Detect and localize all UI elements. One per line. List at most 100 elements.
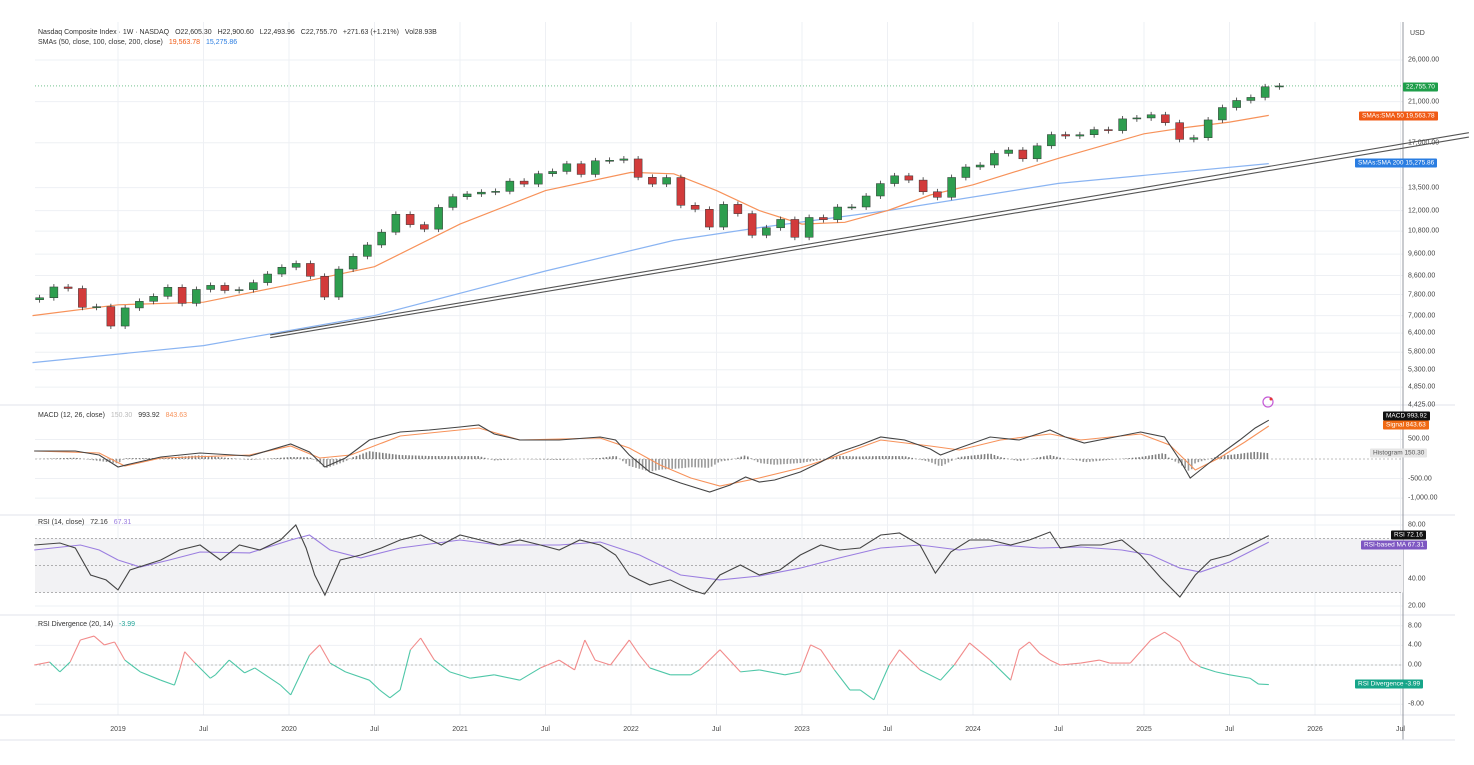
macd-histogram-bar <box>839 455 841 459</box>
macd-histogram-bar <box>457 456 460 459</box>
macd-histogram-bar <box>1230 454 1233 459</box>
macd-histogram-bar <box>664 459 667 470</box>
rsi-divergence-segment <box>368 679 381 691</box>
candle <box>890 175 899 184</box>
macd-histogram-bar <box>293 457 295 459</box>
y-axis-label: 7,000.00 <box>1408 312 1436 320</box>
candle <box>1232 100 1241 108</box>
macd-histogram-bar <box>1187 459 1190 471</box>
y-axis-label: 4,850.00 <box>1408 383 1436 391</box>
sma-legend[interactable]: SMAs (50, close, 100, close, 200, close)… <box>38 39 241 46</box>
rsi-divergence-segment <box>210 674 216 679</box>
rsi-divergence-segment <box>290 654 311 696</box>
candle <box>334 268 344 298</box>
macd-histogram-bar <box>539 459 542 460</box>
macd-histogram-bar <box>1072 459 1075 460</box>
macd-histogram-bar <box>750 458 752 459</box>
rsi-divergence-segment <box>834 669 851 691</box>
rsi-divergence-segment <box>345 671 370 681</box>
macd-histogram-bar <box>852 456 854 459</box>
rsi-divergence-segment <box>494 674 520 681</box>
replay-icon[interactable] <box>1262 396 1274 408</box>
macd-histogram-bar <box>122 459 124 460</box>
candle <box>1132 117 1142 120</box>
macd-histogram-bar <box>1049 455 1052 459</box>
macd-histogram-bar <box>691 459 693 468</box>
macd-histogram-bar <box>280 457 282 459</box>
candle <box>448 196 458 208</box>
macd-histogram-bar <box>796 459 798 464</box>
macd-histogram-bar <box>342 459 345 463</box>
symbol-title: Nasdaq Composite Index · 1W · NASDAQ <box>38 29 170 36</box>
macd-histogram-bar <box>270 458 272 459</box>
macd-histogram-bar <box>720 459 723 462</box>
macd-histogram-bar <box>391 454 394 459</box>
macd-legend[interactable]: MACD (12, 26, close) 150.30 993.92 843.6… <box>38 412 191 419</box>
macd-histogram-bar <box>908 457 910 459</box>
macd-signal-line <box>34 425 1270 487</box>
macd-histogram-bar <box>983 454 986 459</box>
candle <box>1161 114 1170 123</box>
macd-histogram-bar <box>483 457 486 459</box>
candle <box>1004 149 1013 154</box>
candle <box>120 307 130 327</box>
macd-histogram-bar <box>381 452 384 459</box>
macd-histogram-bar <box>766 459 769 464</box>
signal-badge-label: Signal <box>1386 421 1405 429</box>
macd-histogram-bar <box>868 456 871 459</box>
macd-histogram-bar <box>763 459 766 464</box>
macd-histogram-bar <box>740 456 743 459</box>
macd-histogram-bar <box>786 459 789 464</box>
macd-histogram-bar <box>562 459 565 460</box>
y-axis-label: 7,800.00 <box>1408 291 1436 299</box>
change-value: +271.63 (+1.21%) <box>342 29 399 36</box>
macd-histogram-bar <box>72 457 75 459</box>
macd-histogram-bar <box>59 458 62 459</box>
macd-histogram-bar <box>1148 455 1150 459</box>
y-axis-label: -500.00 <box>1408 475 1432 483</box>
sma50-value: 19,563.78 <box>168 39 201 46</box>
macd-histogram-bar <box>934 459 937 465</box>
macd-histogram-bar <box>421 455 424 459</box>
y-axis-label: 12,000.00 <box>1408 207 1440 215</box>
rsi-divergence-segment <box>160 679 175 686</box>
candle <box>306 263 315 277</box>
macd-histogram-bar <box>1181 459 1183 466</box>
sma200-badge: SMAs:SMA 200 15,275.86 <box>1355 158 1438 168</box>
macd-histogram-bar <box>1256 452 1259 459</box>
macd-histogram-bar <box>599 458 601 459</box>
macd-histogram-bar <box>730 459 733 460</box>
macd-histogram-bar <box>431 455 433 459</box>
rsi-divergence-segment <box>420 637 435 661</box>
macd-histogram-bar <box>987 453 989 459</box>
rsi-divergence-segment <box>649 667 671 676</box>
macd-histogram-bar <box>1102 459 1104 461</box>
rsi-divergence-legend[interactable]: RSI Divergence (20, 14) -3.99 <box>38 621 139 628</box>
rsi-divergence-segment <box>80 635 95 641</box>
currency-label[interactable]: USD <box>1410 30 1425 37</box>
candle <box>206 285 215 290</box>
sma200-line <box>32 163 1269 364</box>
rsi-divergence-segment <box>173 669 181 686</box>
x-axis-label: Jul <box>1054 726 1063 733</box>
rsi-divergence-segment <box>184 651 196 664</box>
macd-histogram-bar <box>1217 456 1219 459</box>
macd-histogram-bar <box>898 456 900 459</box>
candle <box>619 158 629 161</box>
candle <box>776 219 785 229</box>
rsi-divergence-badge-label: RSI Divergence <box>1358 680 1404 688</box>
rsi-divergence-segment <box>309 644 321 656</box>
rsi-legend[interactable]: RSI (14, close) 72.16 67.31 <box>38 519 135 526</box>
replay-icon-ring <box>1262 396 1274 408</box>
macd-histogram-bar <box>1033 458 1035 459</box>
rsi-divergence-segment <box>1249 677 1259 685</box>
macd-histogram-bar <box>674 459 677 469</box>
macd-histogram-bar <box>776 459 779 465</box>
y-axis-label: 0.00 <box>1408 661 1422 669</box>
candle <box>1203 119 1213 138</box>
macd-histogram-bar <box>1039 456 1042 459</box>
macd-histogram-bar <box>809 459 812 462</box>
candle <box>135 301 144 309</box>
rsi-divergence-segment <box>719 649 741 673</box>
